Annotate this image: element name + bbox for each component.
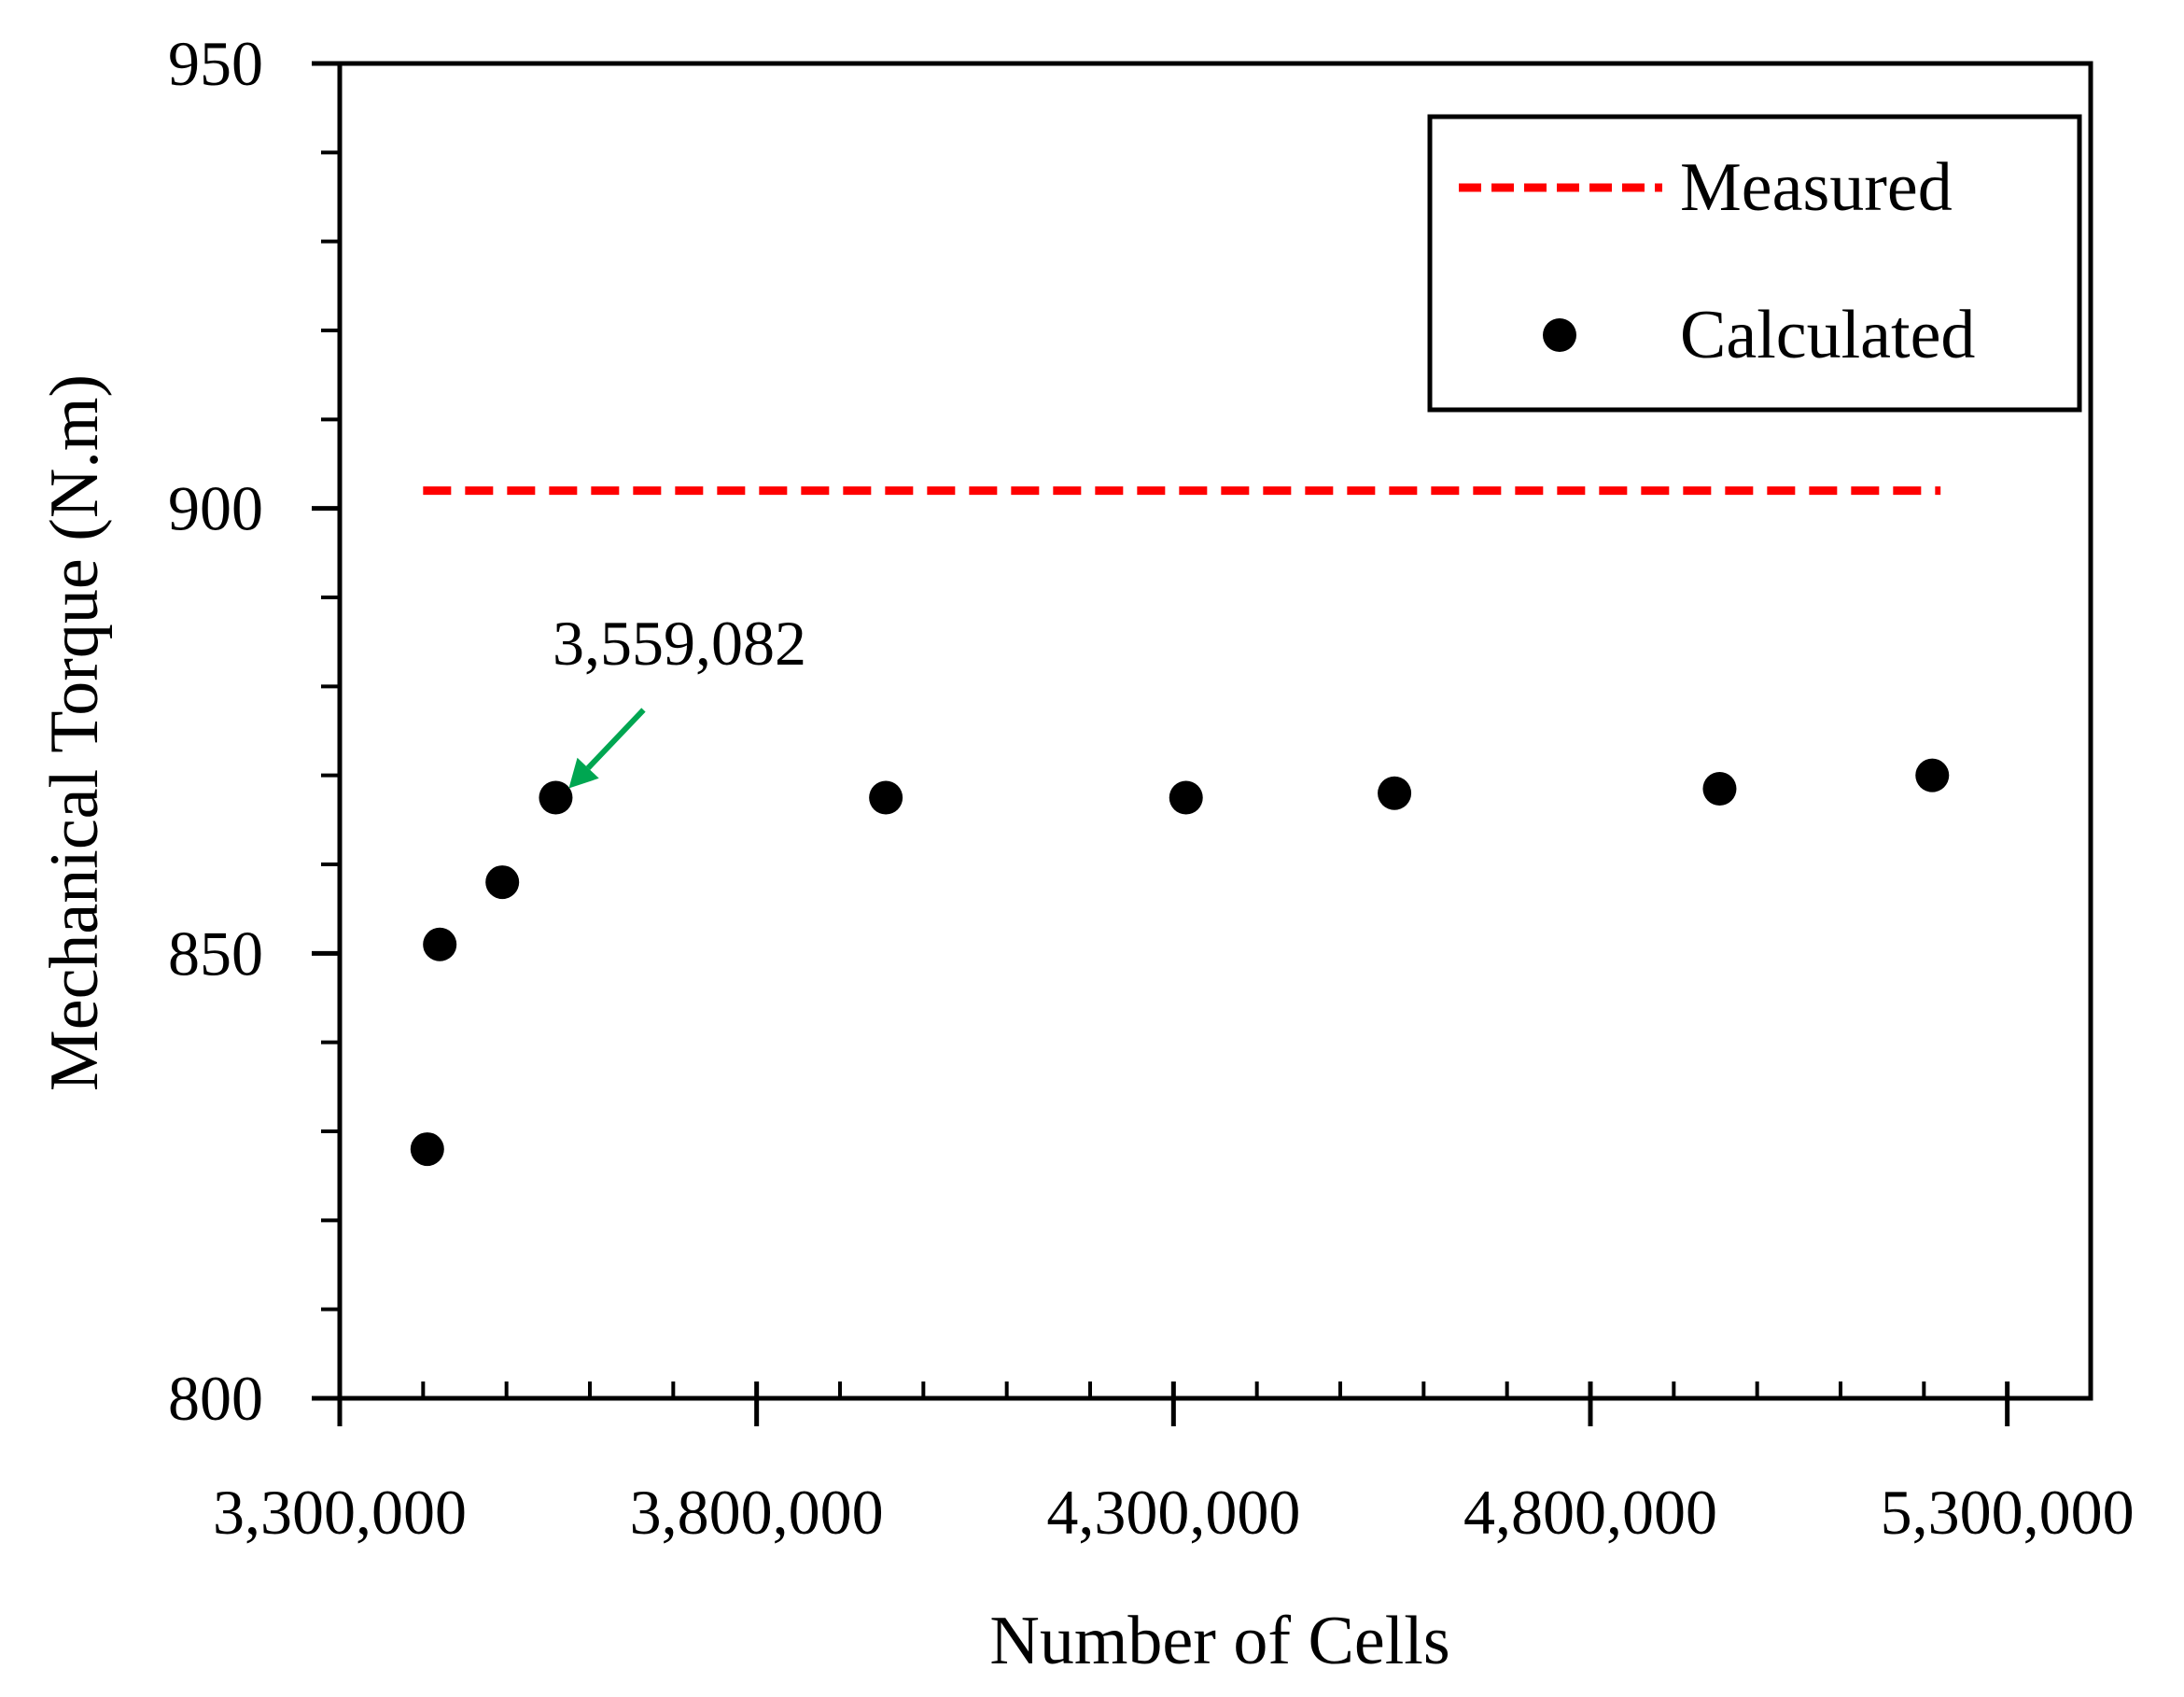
calculated-series bbox=[410, 758, 1950, 1167]
legend-measured-label: Measured bbox=[1680, 149, 1953, 226]
x-tick-label: 4,300,000 bbox=[1046, 1477, 1300, 1548]
x-tick-label: 3,800,000 bbox=[630, 1477, 884, 1548]
calculated-point bbox=[485, 865, 520, 900]
calculated-point bbox=[869, 780, 903, 815]
calculated-point bbox=[1702, 771, 1737, 806]
calculated-point bbox=[423, 927, 457, 961]
calculated-point bbox=[539, 780, 573, 815]
calculated-point bbox=[1169, 780, 1203, 815]
y-tick-label: 950 bbox=[168, 28, 263, 99]
legend-box bbox=[1427, 114, 2082, 413]
axes: 3,300,000 3,800,000 4,300,000 4,800,000 5,30… bbox=[168, 28, 2135, 1548]
y-tick-label: 900 bbox=[168, 473, 263, 544]
x-tick-label: 5,300,000 bbox=[1881, 1477, 2135, 1548]
annotation-label: 3,559,082 bbox=[553, 608, 806, 679]
annotation-arrow bbox=[585, 708, 646, 770]
annotation-arrow-head bbox=[568, 757, 599, 789]
x-axis-label: Number of Cells bbox=[989, 1603, 1449, 1679]
y-tick-label: 850 bbox=[168, 918, 263, 989]
plot-frame bbox=[337, 61, 2093, 1401]
legend-calculated-swatch bbox=[1543, 318, 1576, 352]
legend-calculated-label: Calculated bbox=[1680, 297, 1975, 373]
calculated-point bbox=[410, 1132, 444, 1167]
x-tick-label: 4,800,000 bbox=[1463, 1477, 1717, 1548]
calculated-point bbox=[1378, 776, 1412, 810]
legend: Measured Calculated bbox=[1427, 114, 2082, 413]
calculated-point bbox=[1915, 758, 1950, 792]
y-axis-label: Mechanical Torque (N.m) bbox=[36, 374, 113, 1091]
y-tick-label: 800 bbox=[168, 1363, 263, 1434]
x-tick-label: 3,300,000 bbox=[213, 1477, 467, 1548]
annotation: 3,559,082 bbox=[553, 608, 806, 789]
